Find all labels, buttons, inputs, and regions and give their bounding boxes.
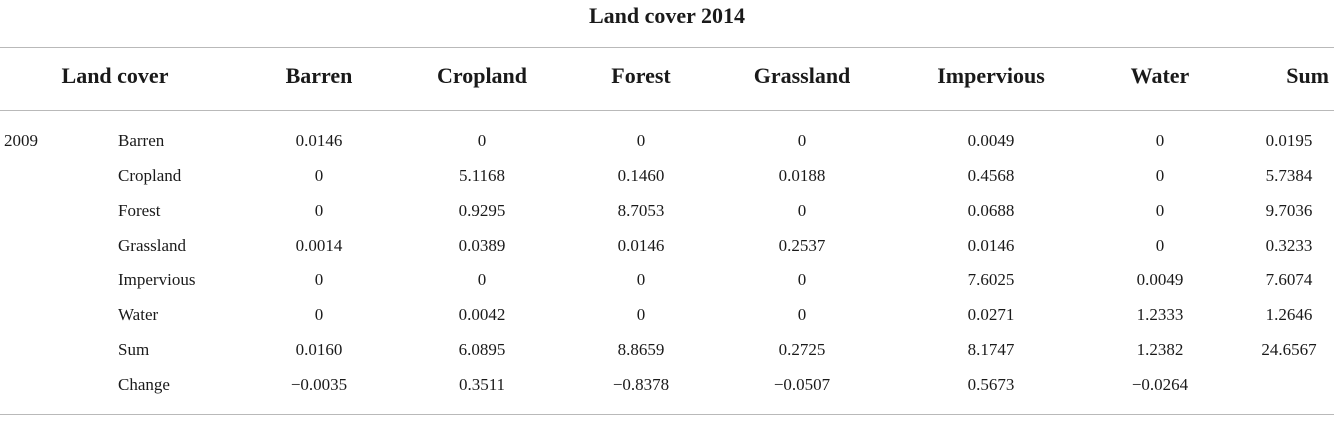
value-cell: 0.2537 — [778, 236, 826, 255]
year-cell — [4, 193, 84, 228]
header-land-cover: Land cover — [61, 63, 169, 88]
value-cell: 1.2646 — [1265, 305, 1313, 324]
value-cell: −0.0507 — [773, 375, 831, 394]
value-cell: 0 — [1155, 201, 1165, 220]
header-sum: Sum — [1286, 63, 1329, 88]
year-cell — [4, 332, 84, 367]
value-cell: 8.7053 — [617, 201, 665, 220]
value-cell — [1244, 367, 1334, 402]
row-label: Barren — [118, 131, 165, 150]
table-title: Land cover 2014 — [588, 3, 746, 28]
value-cell: 5.7384 — [1265, 166, 1313, 185]
table-row: Cropland 0 5.1168 0.1460 0.0188 0.4568 0… — [0, 158, 1334, 193]
value-cell: 0.3233 — [1265, 236, 1313, 255]
value-cell: 0.9295 — [458, 201, 506, 220]
row-label: Impervious — [118, 270, 196, 289]
value-cell: 7.6025 — [967, 270, 1015, 289]
value-cell: 7.6074 — [1265, 270, 1313, 289]
value-cell: 0.0049 — [967, 131, 1015, 150]
value-cell: 0.2725 — [778, 340, 826, 359]
value-cell: −0.0035 — [290, 375, 348, 394]
value-cell: 0.4568 — [967, 166, 1015, 185]
header-cropland: Cropland — [436, 63, 528, 88]
value-cell: 0.0042 — [458, 305, 506, 324]
value-cell: 1.2333 — [1136, 305, 1184, 324]
table-row: 2009 Barren 0.0146 0 0 0 0.0049 0 0.0195 — [0, 123, 1334, 158]
header-forest: Forest — [611, 63, 671, 88]
year-cell — [4, 367, 84, 402]
year-cell — [4, 228, 84, 263]
value-cell: 0 — [314, 201, 324, 220]
table-row: Forest 0 0.9295 8.7053 0 0.0688 0 9.7036 — [0, 193, 1334, 228]
value-cell: 0 — [1155, 236, 1165, 255]
value-cell: 0 — [1155, 166, 1165, 185]
value-cell: 0.0195 — [1265, 131, 1313, 150]
header-impervious: Impervious — [937, 63, 1045, 88]
value-cell: 0.0688 — [967, 201, 1015, 220]
value-cell: 24.6567 — [1261, 340, 1317, 359]
value-cell: 0.0389 — [458, 236, 506, 255]
row-label: Change — [118, 375, 170, 394]
value-cell: 1.2382 — [1136, 340, 1184, 359]
value-cell: 0 — [636, 305, 646, 324]
value-cell: −0.0264 — [1131, 375, 1189, 394]
value-cell: 0.0146 — [617, 236, 665, 255]
value-cell: 6.0895 — [458, 340, 506, 359]
header-water: Water — [1130, 63, 1190, 88]
value-cell: 0 — [314, 270, 324, 289]
value-cell: 0 — [314, 305, 324, 324]
table-row: Water 0 0.0042 0 0 0.0271 1.2333 1.2646 — [0, 297, 1334, 332]
value-cell: 0 — [636, 131, 646, 150]
value-cell: 5.1168 — [458, 166, 506, 185]
row-label: Forest — [118, 201, 161, 220]
value-cell: 9.7036 — [1265, 201, 1313, 220]
value-cell: 0.0146 — [967, 236, 1015, 255]
value-cell: 0 — [314, 166, 324, 185]
value-cell: 0 — [797, 270, 807, 289]
value-cell: 0.0271 — [967, 305, 1015, 324]
top-rule — [0, 47, 1334, 48]
year-cell — [4, 158, 84, 193]
row-label: Water — [118, 305, 159, 324]
row-label: Grassland — [118, 236, 186, 255]
value-cell: 0 — [797, 201, 807, 220]
value-cell: 0.0146 — [295, 131, 343, 150]
header-barren: Barren — [285, 63, 353, 88]
table-row: Change −0.0035 0.3511 −0.8378 −0.0507 0.… — [0, 367, 1334, 402]
header-rule — [0, 110, 1334, 111]
row-label: Cropland — [118, 166, 182, 185]
value-cell: 0.0049 — [1136, 270, 1184, 289]
value-cell: 0 — [797, 305, 807, 324]
year-cell — [4, 262, 84, 297]
bottom-rule — [0, 414, 1334, 415]
header-grassland: Grassland — [753, 63, 851, 88]
year-cell — [4, 297, 84, 332]
value-cell: 0.0014 — [295, 236, 343, 255]
value-cell: 0 — [636, 270, 646, 289]
value-cell: 0 — [477, 270, 487, 289]
value-cell: 8.1747 — [967, 340, 1015, 359]
value-cell: 0.5673 — [967, 375, 1015, 394]
value-cell: 8.8659 — [617, 340, 665, 359]
value-cell: 0.3511 — [458, 375, 506, 394]
year-cell: 2009 — [4, 131, 38, 150]
value-cell: 0.1460 — [617, 166, 665, 185]
row-label: Sum — [118, 340, 150, 359]
value-cell: −0.8378 — [612, 375, 670, 394]
value-cell: 0 — [477, 131, 487, 150]
table-row: Sum 0.0160 6.0895 8.8659 0.2725 8.1747 1… — [0, 332, 1334, 367]
value-cell: 0 — [1155, 131, 1165, 150]
table-row: Grassland 0.0014 0.0389 0.0146 0.2537 0.… — [0, 228, 1334, 263]
value-cell: 0.0160 — [295, 340, 343, 359]
table-row: Impervious 0 0 0 0 7.6025 0.0049 7.6074 — [0, 262, 1334, 297]
value-cell: 0 — [797, 131, 807, 150]
value-cell: 0.0188 — [778, 166, 826, 185]
